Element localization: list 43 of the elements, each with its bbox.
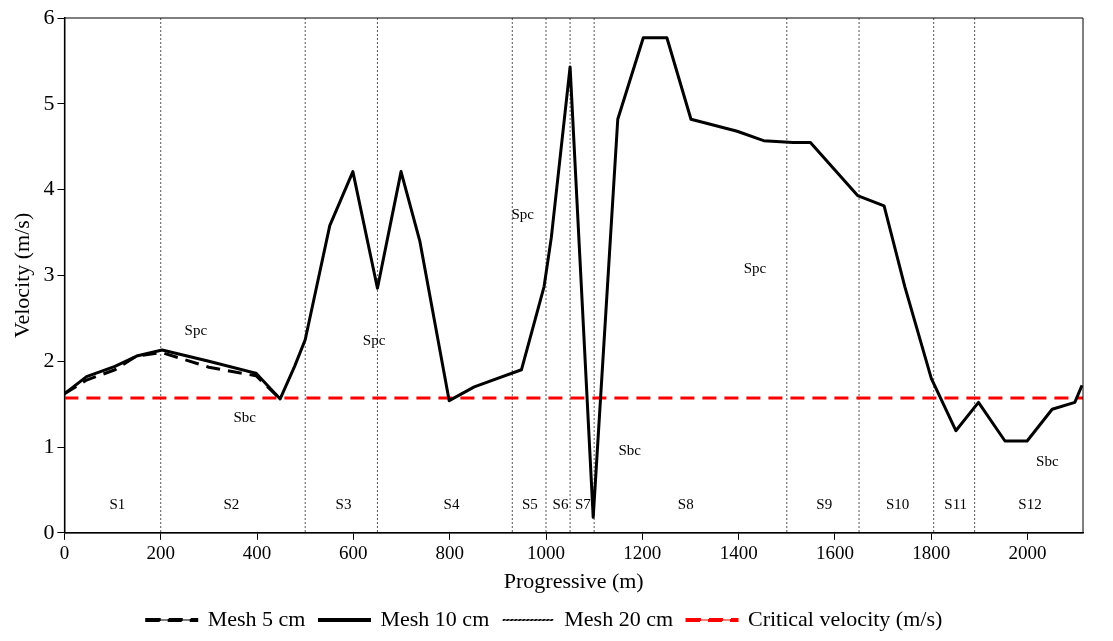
x-tick-label: 2000	[1008, 542, 1047, 564]
legend-label: Mesh 5 cm	[207, 605, 306, 631]
y-axis-title: Velocity (m/s)	[8, 212, 34, 339]
x-axis-title: Progressive (m)	[503, 567, 644, 593]
annotation: S2	[223, 495, 240, 512]
x-tick-label: 0	[59, 542, 70, 564]
y-tick-label: 4	[43, 175, 55, 201]
x-tick-label: 1200	[623, 542, 662, 564]
annotation: S10	[885, 495, 910, 512]
y-tick-label: 0	[43, 518, 55, 544]
y-tick-label: 3	[43, 261, 55, 287]
annotation: Sbc	[233, 408, 257, 425]
annotation: S6	[552, 495, 569, 512]
annotation: S3	[335, 495, 352, 512]
annotation: S1	[109, 495, 126, 512]
annotation: S9	[816, 495, 833, 512]
legend-label: Mesh 10 cm	[380, 605, 490, 631]
annotation: S12	[1018, 495, 1042, 512]
x-tick-label: 800	[435, 542, 464, 564]
annotation: Sbc	[1036, 452, 1059, 469]
annotation: S4	[443, 495, 460, 512]
x-tick-label: 400	[242, 542, 272, 564]
x-tick-label: 1800	[912, 542, 951, 564]
y-tick-label: 1	[43, 432, 55, 458]
annotation: S11	[944, 495, 968, 512]
legend-label: Critical velocity (m/s)	[748, 605, 943, 631]
y-tick-label: 6	[43, 3, 55, 29]
x-tick-label: 600	[339, 542, 368, 564]
legend-label: Mesh 20 cm	[564, 605, 674, 631]
annotation: S5	[521, 495, 538, 512]
annotation: Sbc	[618, 442, 642, 459]
annotation: S7	[574, 495, 592, 512]
y-tick-label: 2	[43, 346, 55, 372]
annotation: Spc	[743, 259, 767, 276]
annotation: Spc	[511, 206, 535, 223]
x-tick-label: 1600	[815, 542, 854, 564]
x-tick-label: 1000	[527, 542, 566, 564]
annotation: S8	[677, 495, 694, 512]
annotation: Spc	[184, 321, 208, 338]
y-tick-label: 5	[43, 89, 55, 115]
x-tick-label: 200	[146, 542, 175, 564]
annotation: Spc	[362, 332, 386, 349]
x-tick-label: 1400	[719, 542, 758, 564]
